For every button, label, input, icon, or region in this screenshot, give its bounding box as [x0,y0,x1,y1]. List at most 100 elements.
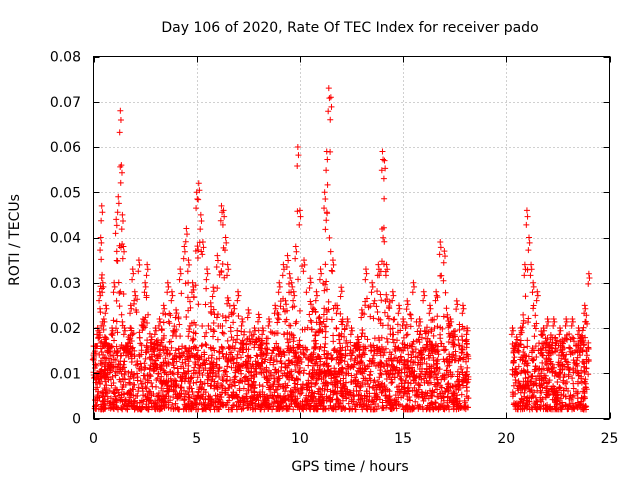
data-point [227,381,234,388]
data-point [210,284,217,291]
data-point [333,310,340,317]
data-point [282,388,289,395]
data-point [551,373,558,380]
data-point [521,261,528,268]
data-point [384,339,391,346]
data-point [254,353,261,360]
data-point [569,315,576,322]
data-point [112,230,119,237]
data-point [286,270,293,277]
data-point [300,268,307,275]
data-point [118,311,125,318]
data-point [113,318,120,325]
data-point [405,351,412,358]
data-point [312,309,319,316]
data-point [213,264,220,271]
data-point [218,381,225,388]
data-point [116,303,123,310]
data-point [426,310,433,317]
data-point [305,377,312,384]
data-point [377,291,384,298]
data-point [235,292,242,299]
data-point [442,289,449,296]
data-point [414,361,421,368]
data-point [265,315,272,322]
data-point [566,344,573,351]
data-point [464,378,471,385]
data-point [299,263,306,270]
data-point [368,289,375,296]
data-point [306,285,313,292]
data-point [427,305,434,312]
data-point [278,360,285,367]
data-point [585,270,592,277]
data-point [520,311,527,318]
data-point [455,342,462,349]
data-point [333,324,340,331]
grid-lines [93,56,610,419]
data-point [149,383,156,390]
data-point [454,301,461,308]
data-point [253,352,260,359]
y-tick-label: 0.07 [50,95,81,111]
data-point [296,337,303,344]
data-point [515,378,522,385]
data-point [145,311,152,318]
data-point [215,367,222,374]
y-tick-label: 0.08 [50,50,81,66]
data-point [296,221,303,228]
data-point [233,406,240,413]
data-point [142,376,149,383]
data-point [437,239,444,246]
data-point [199,371,206,378]
data-point [512,390,519,397]
data-point [509,325,516,331]
data-point [321,387,328,394]
x-tick-label: 15 [394,431,412,447]
data-point [235,312,242,319]
data-point [381,309,388,316]
data-point [338,284,345,291]
x-tick-label: 20 [497,431,515,447]
data-point [522,293,529,300]
data-point [550,322,557,329]
y-tick-label: 0 [72,412,81,428]
data-point [408,315,415,322]
data-point [252,327,259,334]
data-point [453,297,460,304]
data-point [198,343,205,350]
data-point [143,272,150,279]
data-point [214,257,221,264]
data-point [459,302,466,309]
data-point [338,288,345,295]
data-point [195,301,202,308]
data-point [224,337,231,344]
data-point [400,347,407,354]
data-point [202,301,209,308]
data-point [186,261,193,268]
data-point [358,314,365,321]
data-point [434,356,441,363]
data-point [330,338,337,345]
data-point [220,371,227,378]
data-point [230,379,237,386]
data-point [455,357,462,364]
data-point [550,315,557,322]
data-point [301,261,308,268]
data-point [260,327,267,334]
data-point [285,280,292,287]
y-tick-label: 0.02 [50,321,81,337]
data-point [328,355,335,362]
data-point [239,315,246,322]
data-point [203,329,210,336]
data-point [130,392,137,399]
data-point [255,311,262,318]
data-point [314,292,321,299]
data-point [303,289,310,296]
data-point [324,354,331,361]
data-point [120,217,127,224]
data-point [134,370,141,377]
data-point [113,248,120,255]
data-point [148,404,155,411]
